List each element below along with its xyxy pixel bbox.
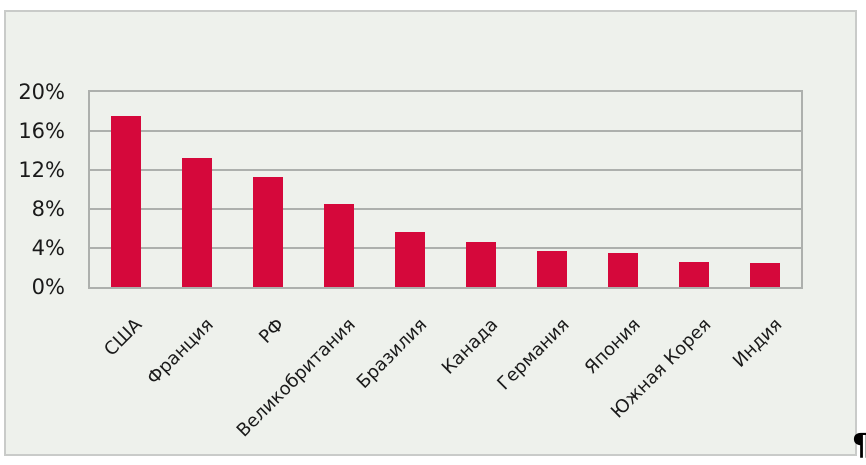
y-tick-label-8%: 8% [31, 197, 65, 221]
x-category-label-Индия: Индия [729, 314, 787, 372]
embedded-bar-chart[interactable]: 0% 4% 8% 12% 16% 20% США Франция РФ Великобритан… [4, 10, 857, 456]
bar-Индия [750, 262, 781, 287]
bar-Франция [181, 158, 212, 287]
x-category-label-США: США [100, 314, 147, 361]
x-category-label-Германия: Германия [493, 314, 574, 395]
bar-Великобритания [323, 204, 354, 287]
bar-Южная Корея [679, 261, 710, 287]
x-category-label-Канада: Канада [437, 314, 503, 379]
bar-США [110, 116, 141, 287]
gridline-16% [90, 130, 801, 132]
y-tick-label-16%: 16% [18, 119, 65, 143]
bar-РФ [252, 176, 283, 287]
x-category-label-Франция: Франция [143, 314, 218, 389]
y-tick-label-12%: 12% [18, 158, 65, 182]
x-category-label-Великобритания: Великобритания [233, 314, 361, 442]
gridline-12% [90, 169, 801, 171]
chart-plot-area [88, 90, 803, 289]
gridline-4% [90, 247, 801, 249]
x-category-label-РФ: РФ [255, 314, 289, 348]
pilcrow-paragraph-mark: ¶ [852, 431, 866, 461]
bar-Германия [537, 250, 568, 287]
bar-Канада [466, 242, 497, 287]
x-category-label-Япония: Япония [580, 314, 645, 379]
y-tick-label-4%: 4% [31, 236, 65, 260]
y-tick-label-20%: 20% [18, 80, 65, 104]
x-category-label-Бразилия: Бразилия [352, 314, 432, 393]
bar-Бразилия [394, 232, 425, 287]
gridline-8% [90, 208, 801, 210]
y-tick-label-0%: 0% [31, 275, 65, 299]
bar-Япония [608, 252, 639, 287]
